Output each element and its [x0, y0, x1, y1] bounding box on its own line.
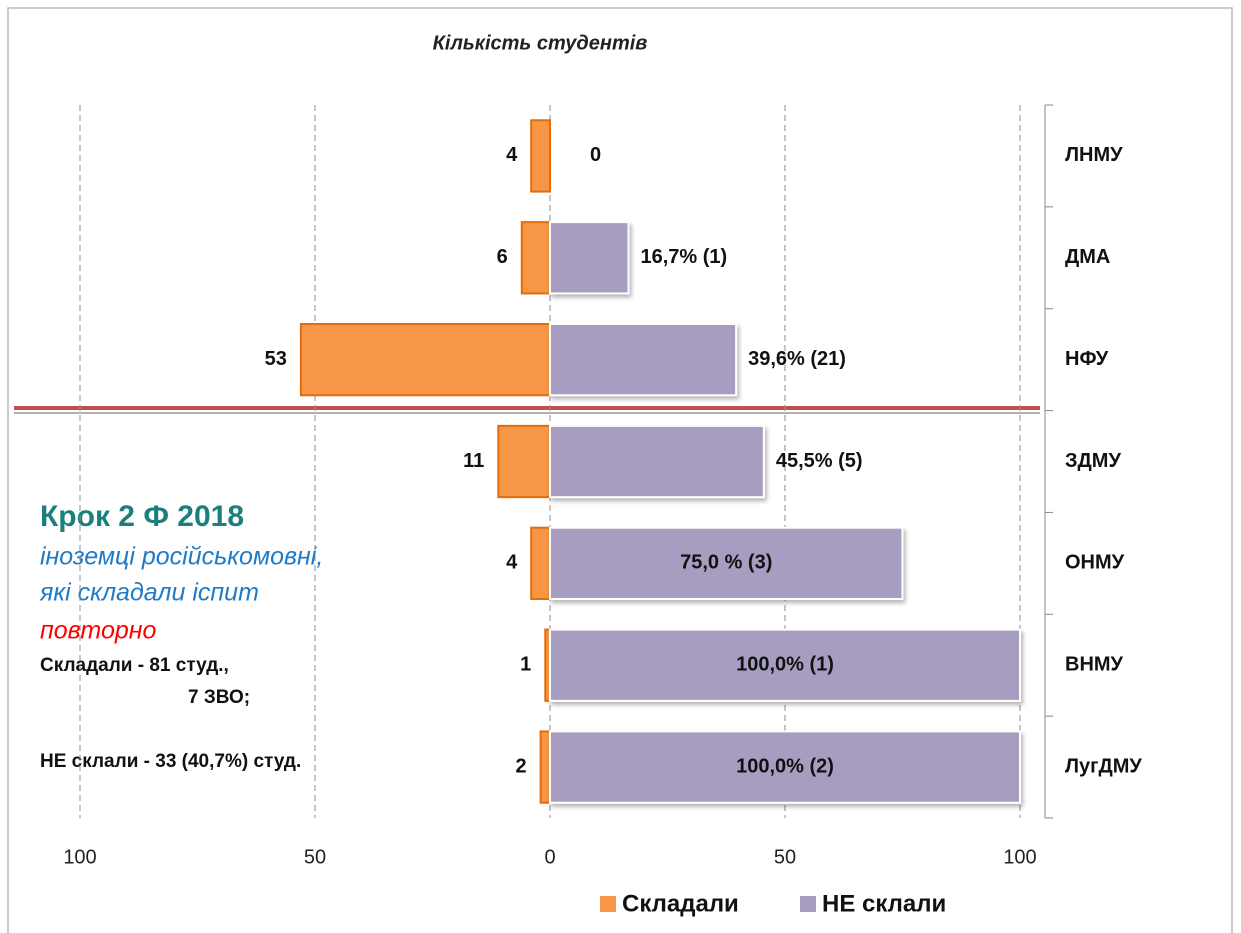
y-tick-label: ЗДМУ	[1065, 450, 1121, 472]
annotation: які складали іспит	[39, 579, 259, 607]
x-tick-label: 0	[544, 846, 555, 868]
value-label: 4	[506, 144, 518, 166]
x-tick-label: 50	[304, 846, 326, 868]
bar	[549, 221, 630, 295]
frame	[7, 7, 1233, 933]
annotation: Крок 2 Ф 2018	[40, 500, 244, 533]
value-label: 1	[520, 653, 531, 675]
bar	[530, 119, 552, 193]
value-label: 16,7% (1)	[640, 246, 727, 268]
value-label: 45,5% (5)	[776, 450, 863, 472]
x-tick-label: 100	[63, 846, 96, 868]
annotation: 7 ЗВО;	[188, 687, 250, 708]
value-label: 53	[265, 348, 287, 370]
bar	[549, 424, 765, 499]
annotation: повторно	[40, 617, 157, 645]
value-label: 39,6% (21)	[748, 348, 846, 370]
y-tick-label: ЛугДМУ	[1065, 755, 1142, 777]
y-tick-label: ЛНМУ	[1065, 144, 1123, 166]
bar	[530, 526, 552, 601]
annotation: НЕ склали - 33 (40,7%) студ.	[40, 751, 301, 772]
legend-swatch	[800, 896, 816, 912]
bar	[549, 730, 1021, 804]
y-tick-label: ОНМУ	[1065, 552, 1125, 574]
bar	[549, 322, 738, 397]
annotation: іноземці російськомовні,	[40, 543, 323, 571]
bar	[539, 730, 551, 804]
value-label: 2	[515, 755, 526, 777]
bar	[549, 526, 904, 601]
value-label: 11	[463, 450, 484, 472]
y-tick-label: ДМА	[1065, 246, 1110, 268]
legend-label: НЕ склали	[822, 890, 946, 917]
value-label: 4	[506, 552, 518, 574]
value-label: 0	[590, 144, 601, 166]
y-tick-label: ВНМУ	[1065, 653, 1124, 675]
bar	[549, 628, 1021, 702]
value-label: 100,0% (1)	[736, 653, 834, 675]
legend-swatch	[600, 896, 616, 912]
value-label: 75,0 % (3)	[680, 552, 772, 574]
annotation: Складали - 81 студ.,	[40, 655, 229, 676]
bar	[299, 322, 551, 397]
value-label: 100,0% (2)	[736, 755, 834, 777]
bar	[497, 424, 551, 499]
chart-title: Кількість студентів	[433, 32, 648, 54]
legend-label: Складали	[622, 890, 739, 917]
value-label: 6	[497, 246, 508, 268]
x-tick-label: 100	[1003, 846, 1036, 868]
x-tick-label: 50	[774, 846, 796, 868]
bar	[520, 221, 551, 295]
y-tick-label: НФУ	[1065, 348, 1109, 370]
